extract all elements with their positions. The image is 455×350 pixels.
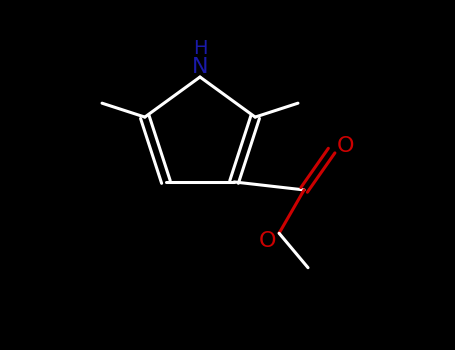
Text: H: H — [193, 40, 207, 58]
Text: O: O — [337, 135, 354, 156]
Text: O: O — [258, 231, 276, 251]
Text: N: N — [192, 57, 208, 77]
